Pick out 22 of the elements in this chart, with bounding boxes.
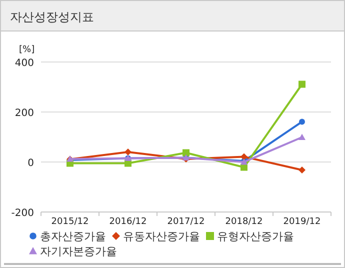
x-tick-label: 2019/12: [283, 217, 321, 227]
legend-label: 총자산증가율: [40, 230, 106, 243]
point: [182, 149, 190, 156]
x-tick-label: 2016/12: [109, 217, 147, 227]
legend-label: 유동자산증가율: [123, 230, 200, 243]
x-tick-label: 2018/12: [225, 217, 263, 227]
y-axis-title: [%]: [19, 45, 35, 55]
y-tick-label: 200: [14, 108, 34, 119]
y-tick-label: 400: [14, 58, 34, 69]
chart-title: 자산성장성지표: [10, 10, 94, 24]
point: [299, 118, 305, 125]
x-tick-label: 2015/12: [51, 217, 89, 227]
point: [298, 166, 306, 174]
y-tick-label: -200: [11, 208, 34, 219]
point: [124, 148, 132, 156]
legend-label: 자기자본증가율: [40, 245, 117, 258]
point: [298, 80, 306, 88]
point: [240, 153, 248, 160]
legend-label: 유형자산증가율: [217, 230, 294, 243]
point: [298, 134, 306, 140]
y-tick-label: 0: [28, 158, 34, 169]
x-tick-label: 2017/12: [167, 217, 205, 227]
